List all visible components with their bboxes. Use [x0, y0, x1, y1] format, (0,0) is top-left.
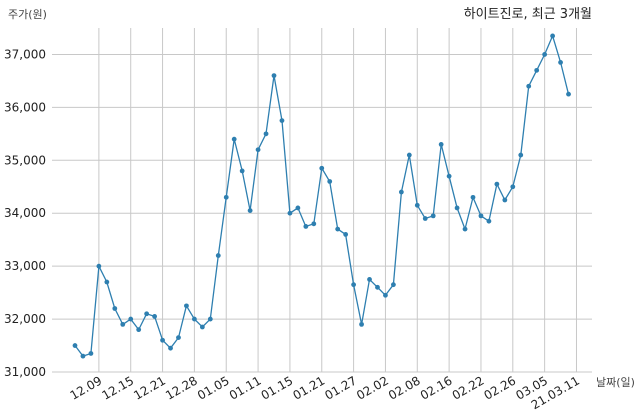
data-point: [263, 131, 269, 137]
y-tick-label: 33,000: [4, 259, 46, 273]
x-axis-ticks: 12.0912.1512.2112.2801.0501.1101.1501.21…: [68, 373, 582, 412]
data-point: [152, 314, 158, 319]
data-point: [414, 202, 420, 208]
x-tick-label: 01.05: [195, 373, 232, 402]
data-point: [391, 282, 396, 288]
data-point: [192, 316, 197, 322]
data-point: [542, 52, 548, 57]
data-point: [215, 253, 221, 258]
data-point: [311, 221, 317, 227]
y-tick-label: 37,000: [4, 47, 46, 61]
data-point: [88, 351, 94, 356]
y-tick-label: 31,000: [4, 365, 46, 379]
data-point: [550, 33, 555, 39]
data-point: [486, 218, 492, 224]
x-tick-label: 01.15: [259, 373, 296, 402]
data-point: [526, 83, 532, 89]
data-point: [72, 343, 78, 348]
data-point: [80, 353, 86, 359]
data-point: [176, 335, 181, 340]
y-tick-label: 32,000: [4, 312, 46, 326]
data-point: [231, 136, 237, 142]
data-point: [398, 189, 404, 195]
data-point: [335, 226, 341, 232]
data-point: [287, 210, 293, 216]
x-tick-label: 02.02: [354, 373, 391, 402]
grid: [52, 28, 592, 373]
data-point: [184, 303, 189, 309]
data-point: [534, 67, 540, 73]
data-point: [446, 173, 452, 179]
y-tick-label: 34,000: [4, 206, 46, 220]
x-axis-label: 날짜(일): [596, 375, 635, 389]
data-point: [478, 213, 484, 219]
y-axis-label: 주가(원): [8, 8, 47, 21]
x-tick-label: 01.27: [322, 373, 359, 402]
data-point: [367, 276, 372, 282]
data-point: [494, 181, 500, 187]
data-point: [383, 292, 388, 298]
x-tick-label: 02.26: [482, 373, 519, 402]
x-tick-label: 12.15: [99, 373, 136, 402]
data-point: [112, 306, 118, 311]
data-point: [343, 232, 349, 237]
data-point: [454, 205, 460, 211]
data-point: [279, 118, 285, 124]
data-point: [247, 208, 253, 213]
data-point: [223, 194, 229, 200]
data-point: [327, 179, 333, 184]
data-point: [303, 224, 309, 229]
data-point: [566, 91, 571, 97]
data-point: [168, 345, 173, 351]
data-point: [271, 73, 277, 79]
data-point: [96, 263, 102, 269]
data-point: [255, 147, 261, 153]
data-point: [359, 321, 364, 327]
data-point: [502, 197, 508, 203]
y-tick-label: 36,000: [4, 100, 46, 114]
x-tick-label: 02.08: [386, 373, 423, 402]
y-axis-ticks: 31,000 32,000 33,000 34,000 35,000 36,000 37,0…: [4, 47, 46, 379]
x-tick-label: 12.28: [163, 373, 200, 402]
data-point: [120, 321, 126, 327]
x-tick-label: 02.22: [450, 373, 487, 402]
data-point: [422, 216, 428, 221]
x-tick-label: 12.09: [68, 373, 105, 402]
series-group: [72, 33, 571, 359]
x-tick-label: 02.16: [418, 373, 455, 402]
data-point: [375, 284, 380, 290]
data-point: [128, 316, 134, 322]
data-point: [239, 168, 245, 174]
data-point: [207, 316, 213, 322]
data-point: [351, 282, 356, 288]
data-point: [136, 327, 142, 333]
data-point: [438, 142, 444, 147]
data-point: [470, 194, 476, 200]
data-point: [462, 226, 468, 232]
x-tick-label: 01.21: [291, 373, 328, 402]
x-tick-label: 01.11: [227, 373, 264, 402]
y-tick-label: 35,000: [4, 153, 46, 167]
data-point: [406, 152, 412, 158]
data-point: [510, 184, 516, 190]
x-tick-label: 12.21: [131, 373, 168, 402]
data-point: [430, 213, 436, 219]
data-point: [518, 152, 524, 158]
chart-title: 하이트진로, 최근 3개월: [464, 7, 592, 22]
data-point: [160, 337, 165, 343]
data-point: [319, 165, 325, 171]
data-point: [144, 311, 150, 317]
data-point: [558, 60, 563, 65]
data-point: [295, 205, 301, 211]
data-point: [104, 279, 110, 285]
data-point: [199, 324, 205, 330]
